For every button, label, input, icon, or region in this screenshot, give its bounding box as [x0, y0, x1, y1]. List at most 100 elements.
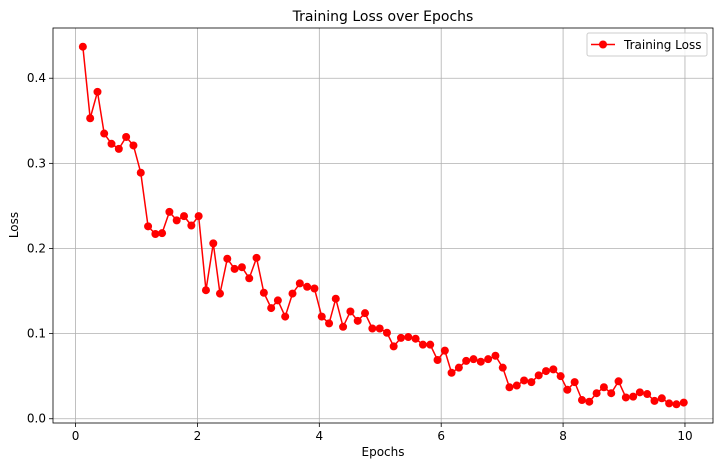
data-point — [614, 377, 623, 386]
data-point — [469, 355, 478, 364]
data-point — [426, 340, 435, 349]
data-point — [498, 363, 507, 372]
data-point — [194, 212, 203, 221]
data-point — [267, 304, 276, 313]
x-axis-label: Epochs — [362, 445, 405, 459]
data-point — [93, 87, 102, 96]
x-tick-label: 0 — [72, 429, 80, 443]
y-tick-label: 0.0 — [27, 412, 46, 426]
data-point — [396, 333, 405, 342]
data-point — [621, 393, 630, 402]
data-point — [215, 289, 224, 298]
data-point — [527, 378, 536, 387]
legend-marker — [599, 40, 607, 49]
data-point — [281, 312, 290, 321]
data-point — [346, 307, 355, 316]
data-point — [484, 355, 493, 364]
data-point — [657, 394, 666, 403]
data-point — [180, 212, 189, 221]
data-point — [440, 346, 449, 355]
data-point — [325, 319, 334, 328]
x-tick-label: 10 — [677, 429, 692, 443]
data-point — [223, 254, 232, 263]
data-point — [317, 312, 326, 321]
data-point — [273, 296, 282, 305]
data-point — [295, 279, 304, 288]
data-point — [462, 356, 471, 365]
data-point — [629, 392, 638, 401]
data-point — [303, 282, 312, 291]
series-layer — [78, 42, 688, 409]
data-point — [679, 398, 688, 407]
legend-label-training-loss: Training Loss — [623, 38, 701, 52]
data-point — [252, 253, 261, 262]
data-point — [100, 129, 109, 138]
data-point — [577, 396, 586, 405]
x-tick-label: 4 — [315, 429, 323, 443]
legend: Training Loss — [586, 32, 708, 57]
data-point — [505, 383, 514, 392]
chart-title: Training Loss over Epochs — [292, 9, 474, 25]
data-point — [491, 351, 500, 360]
data-point — [209, 239, 218, 248]
data-point — [650, 396, 659, 405]
data-point — [259, 288, 268, 297]
y-tick-label: 0.1 — [27, 327, 46, 341]
data-point — [520, 376, 529, 385]
data-point — [599, 383, 608, 392]
data-point — [368, 324, 377, 333]
data-point — [353, 316, 362, 325]
data-point — [245, 274, 254, 283]
data-point — [107, 139, 116, 148]
data-point — [310, 284, 319, 293]
data-point — [114, 144, 123, 153]
data-point — [151, 230, 160, 239]
ticks: 0 2 4 6 8 10 0.0 0.1 0.2 0.3 0.4 — [27, 71, 693, 443]
data-point — [237, 263, 246, 272]
data-point — [512, 381, 521, 390]
data-point — [635, 388, 644, 397]
data-point — [563, 385, 572, 394]
grid — [53, 28, 713, 423]
data-point — [643, 390, 652, 399]
data-point — [556, 372, 565, 381]
data-point — [389, 342, 398, 351]
data-point — [136, 168, 145, 177]
y-tick-label: 0.3 — [27, 156, 46, 170]
data-point — [418, 340, 427, 349]
data-point — [129, 141, 138, 150]
data-point — [230, 264, 239, 273]
data-point — [549, 365, 558, 374]
data-point — [187, 221, 196, 230]
x-tick-label: 2 — [194, 429, 202, 443]
legend-frame — [586, 32, 708, 57]
data-point — [454, 363, 463, 372]
data-point — [86, 114, 95, 123]
data-point — [361, 309, 370, 318]
data-point — [592, 389, 601, 398]
data-point — [331, 294, 340, 303]
data-point — [404, 333, 413, 342]
data-point — [122, 132, 131, 141]
data-point — [447, 368, 456, 377]
data-point — [288, 289, 297, 298]
x-tick-label: 8 — [559, 429, 567, 443]
data-point — [375, 324, 384, 333]
data-point — [158, 229, 167, 238]
data-point — [585, 397, 594, 406]
data-point — [382, 328, 391, 337]
y-tick-label: 0.4 — [27, 71, 46, 85]
x-tick-label: 6 — [437, 429, 445, 443]
data-point — [433, 356, 442, 364]
data-point — [570, 378, 579, 387]
data-point — [201, 286, 210, 295]
y-tick-label: 0.2 — [27, 241, 46, 255]
data-point — [78, 42, 87, 51]
data-point — [165, 207, 174, 216]
y-axis-label: Loss — [7, 212, 21, 238]
data-point — [144, 222, 153, 231]
data-point — [172, 216, 181, 225]
data-point — [339, 322, 348, 331]
